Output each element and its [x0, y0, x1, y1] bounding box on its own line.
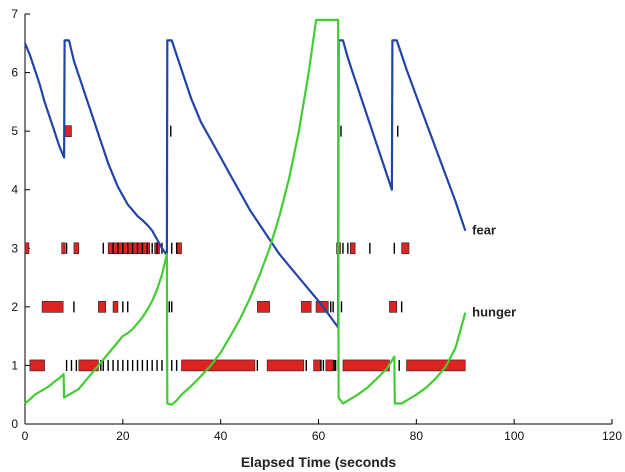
event-bar — [325, 359, 334, 372]
y-tick-label: 2 — [11, 300, 18, 314]
event-rows — [24, 125, 466, 372]
event-bar — [401, 242, 410, 255]
event-bar — [64, 125, 72, 137]
series-line-hunger — [24, 18, 467, 406]
x-tick-label: 60 — [312, 429, 326, 443]
axes: 0 20 40 60 80 100 120 0 1 2 3 4 5 6 7 — [11, 7, 622, 443]
x-axis-title: Elapsed Time (seconds — [241, 454, 397, 470]
y-tick-label: 5 — [11, 124, 18, 138]
x-tick-label: 40 — [214, 429, 228, 443]
x-tick-label: 100 — [504, 429, 524, 443]
event-bar — [301, 301, 312, 313]
x-tick-label: 80 — [410, 429, 424, 443]
event-bar — [342, 359, 390, 372]
y-tick-label: 0 — [11, 417, 18, 431]
series-label-fear: fear — [472, 223, 496, 238]
series-label-hunger: hunger — [472, 305, 516, 320]
y-tick-label: 7 — [11, 7, 18, 21]
y-tick-label: 4 — [11, 183, 18, 197]
event-bar — [112, 301, 119, 313]
x-tick-label: 120 — [602, 429, 622, 443]
event-bar — [389, 301, 398, 313]
series-lines — [23, 18, 467, 406]
event-bar — [181, 359, 256, 372]
event-bar — [107, 242, 151, 255]
event-bar — [406, 359, 466, 372]
event-bar — [266, 359, 305, 372]
event-bar — [73, 242, 80, 255]
x-tick-label: 0 — [22, 429, 29, 443]
event-bar — [24, 242, 30, 255]
event-bar — [29, 359, 45, 372]
event-bar — [349, 242, 356, 255]
event-bar — [98, 301, 107, 313]
event-bar — [257, 301, 270, 313]
y-tick-label: 1 — [11, 358, 18, 372]
event-bar — [313, 359, 322, 372]
y-tick-label: 6 — [11, 66, 18, 80]
event-bar — [176, 242, 182, 255]
x-tick-label: 20 — [116, 429, 130, 443]
event-bar — [61, 242, 66, 255]
series-labels: fear hunger — [472, 223, 516, 320]
y-tick-label: 3 — [11, 241, 18, 255]
event-bar — [41, 301, 64, 313]
series-line-fear — [23, 39, 467, 329]
